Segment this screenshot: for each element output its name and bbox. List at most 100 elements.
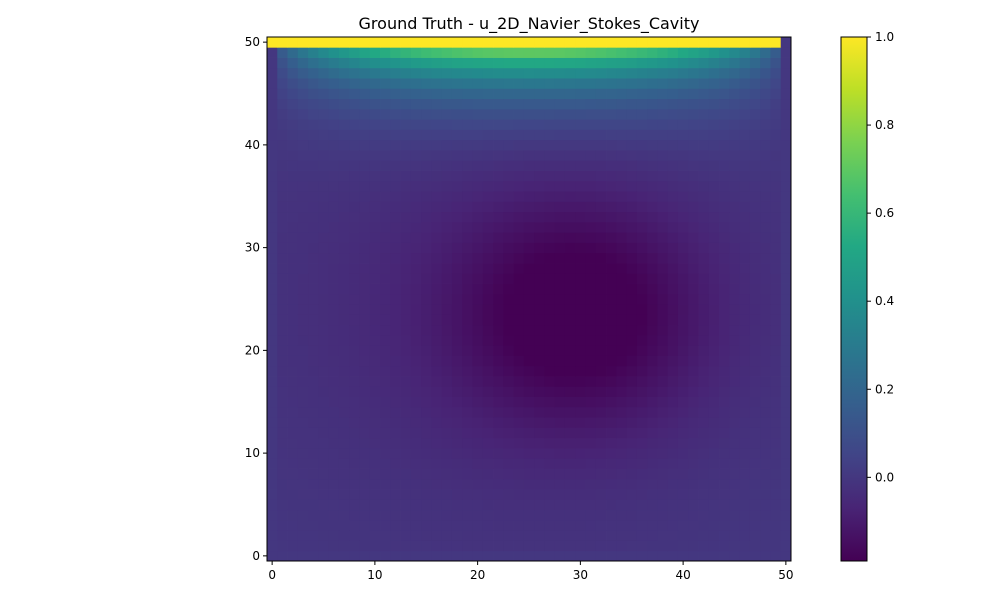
heatmap-cell [349, 406, 360, 418]
heatmap-cell [441, 170, 453, 182]
x-tick-label: 40 [675, 568, 690, 582]
heatmap-cell [308, 108, 319, 120]
heatmap-cell [585, 242, 597, 254]
heatmap-cell [359, 376, 371, 387]
heatmap-cell [462, 191, 473, 202]
heatmap-cell [493, 160, 504, 171]
heatmap-cell [677, 252, 689, 264]
heatmap-cell [688, 273, 699, 284]
heatmap-cell [523, 417, 535, 428]
heatmap-cell [688, 519, 699, 531]
heatmap-cell [564, 57, 576, 69]
heatmap-cell [606, 150, 617, 161]
heatmap-cell [544, 191, 556, 202]
heatmap-cell [472, 540, 484, 552]
heatmap-cell [729, 139, 741, 151]
heatmap-cell [513, 509, 525, 521]
heatmap-cell [287, 232, 299, 243]
heatmap-cell [729, 252, 741, 264]
heatmap-cell [749, 509, 761, 521]
heatmap-cell [739, 365, 751, 377]
heatmap-cell [564, 129, 576, 141]
heatmap-cell [369, 160, 381, 171]
heatmap-cell [575, 447, 586, 459]
heatmap-cell [667, 376, 679, 387]
heatmap-cell [493, 211, 504, 223]
heatmap-cell [544, 98, 556, 110]
heatmap-cell [770, 108, 782, 120]
heatmap-cell [595, 37, 607, 48]
heatmap-cell [544, 108, 556, 120]
heatmap-cell [719, 67, 730, 79]
heatmap-cell [739, 232, 751, 243]
heatmap-cell [472, 468, 484, 480]
heatmap-cell [544, 345, 556, 356]
heatmap-cell [647, 386, 658, 397]
heatmap-cell [359, 211, 371, 223]
heatmap-cell [719, 334, 730, 346]
heatmap-cell [698, 283, 710, 295]
heatmap-cell [421, 314, 432, 326]
heatmap-cell [493, 293, 504, 305]
heatmap-cell [441, 139, 453, 151]
heatmap-cell [503, 139, 514, 151]
heatmap-cell [482, 540, 494, 552]
heatmap-cell [780, 293, 792, 305]
heatmap-cell [667, 160, 679, 171]
heatmap-cell [369, 519, 381, 531]
heatmap-cell [441, 232, 453, 243]
heatmap-cell [739, 355, 751, 367]
heatmap-cell [636, 406, 648, 418]
heatmap-cell [287, 519, 299, 531]
heatmap-cell [287, 57, 299, 69]
heatmap-cell [667, 67, 679, 79]
heatmap-cell [380, 57, 391, 69]
heatmap-cell [677, 273, 689, 284]
heatmap-cell [277, 98, 288, 110]
heatmap-cell [369, 67, 381, 79]
heatmap-cell [390, 376, 401, 387]
heatmap-cell [688, 530, 699, 541]
heatmap-cell [328, 47, 340, 58]
heatmap-cell [410, 386, 422, 397]
heatmap-cell [575, 57, 586, 69]
heatmap-cell [719, 78, 730, 89]
heatmap-cell [472, 365, 484, 377]
heatmap-cell [369, 201, 381, 213]
heatmap-cell [667, 232, 679, 243]
heatmap-cell [534, 314, 545, 326]
heatmap-cell [513, 540, 525, 552]
heatmap-cell [677, 78, 689, 89]
heatmap-cell [277, 252, 288, 264]
heatmap-cell [482, 365, 494, 377]
heatmap-cell [544, 304, 556, 315]
heatmap-cell [482, 437, 494, 449]
heatmap-cell [616, 252, 627, 264]
heatmap-cell [287, 447, 299, 459]
heatmap-cell [380, 293, 391, 305]
heatmap-cell [688, 468, 699, 480]
heatmap-cell [369, 427, 381, 439]
heatmap-cell [369, 170, 381, 182]
heatmap-cell [297, 509, 309, 521]
heatmap-cell [760, 345, 771, 356]
heatmap-cell [667, 489, 679, 500]
heatmap-cell [390, 417, 401, 428]
heatmap-cell [595, 78, 607, 89]
heatmap-cell [472, 478, 484, 490]
heatmap-cell [534, 67, 545, 79]
heatmap-cell [472, 98, 484, 110]
heatmap-cell [328, 427, 340, 439]
heatmap-cell [698, 427, 710, 439]
heatmap-cell [287, 396, 299, 408]
heatmap-cell [780, 540, 792, 552]
heatmap-cell [770, 355, 782, 367]
heatmap-cell [390, 170, 401, 182]
heatmap-cell [441, 396, 453, 408]
heatmap-cell [739, 334, 751, 346]
heatmap-cell [451, 365, 463, 377]
heatmap-cell [451, 119, 463, 130]
heatmap-cell [503, 108, 514, 120]
heatmap-cell [441, 150, 453, 161]
heatmap-cell [616, 273, 627, 284]
